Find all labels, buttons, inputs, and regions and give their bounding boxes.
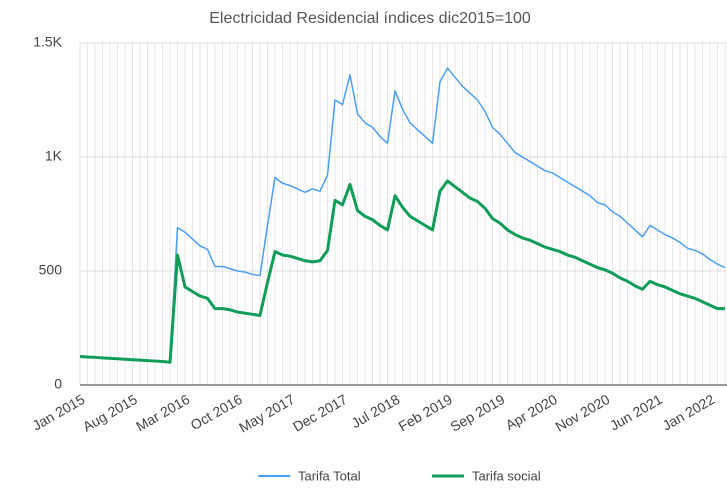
y-tick-label: 500 (39, 262, 63, 278)
x-tick-label: Dec 2017 (290, 391, 350, 435)
y-tick-label: 0 (54, 376, 62, 392)
x-tick-label: Jul 2018 (349, 391, 403, 431)
x-tick-label: Jan 2015 (29, 391, 87, 434)
x-tick-label: Sep 2019 (447, 391, 507, 435)
legend-label: Tarifa Total (298, 468, 361, 483)
x-tick-label: Aug 2015 (80, 391, 140, 435)
chart-title: Electricidad Residencial índices dic2015… (209, 10, 531, 27)
x-tick-label: May 2017 (236, 391, 297, 436)
line-series (79, 67, 726, 363)
x-tick-label: Nov 2020 (552, 391, 612, 435)
y-tick-label: 1.5K (33, 34, 62, 50)
x-tick-label: Mar 2016 (133, 391, 192, 435)
y-tick-label: 1K (45, 148, 63, 164)
x-tick-label: Apr 2020 (503, 391, 560, 433)
x-tick-label: Oct 2016 (188, 391, 245, 433)
legend-label: Tarifa social (472, 468, 541, 483)
x-tick-label: Jan 2022 (659, 391, 717, 434)
x-tick-label: Jun 2021 (607, 391, 665, 434)
line-series (79, 179, 725, 364)
x-tick-label: Feb 2019 (396, 391, 455, 435)
